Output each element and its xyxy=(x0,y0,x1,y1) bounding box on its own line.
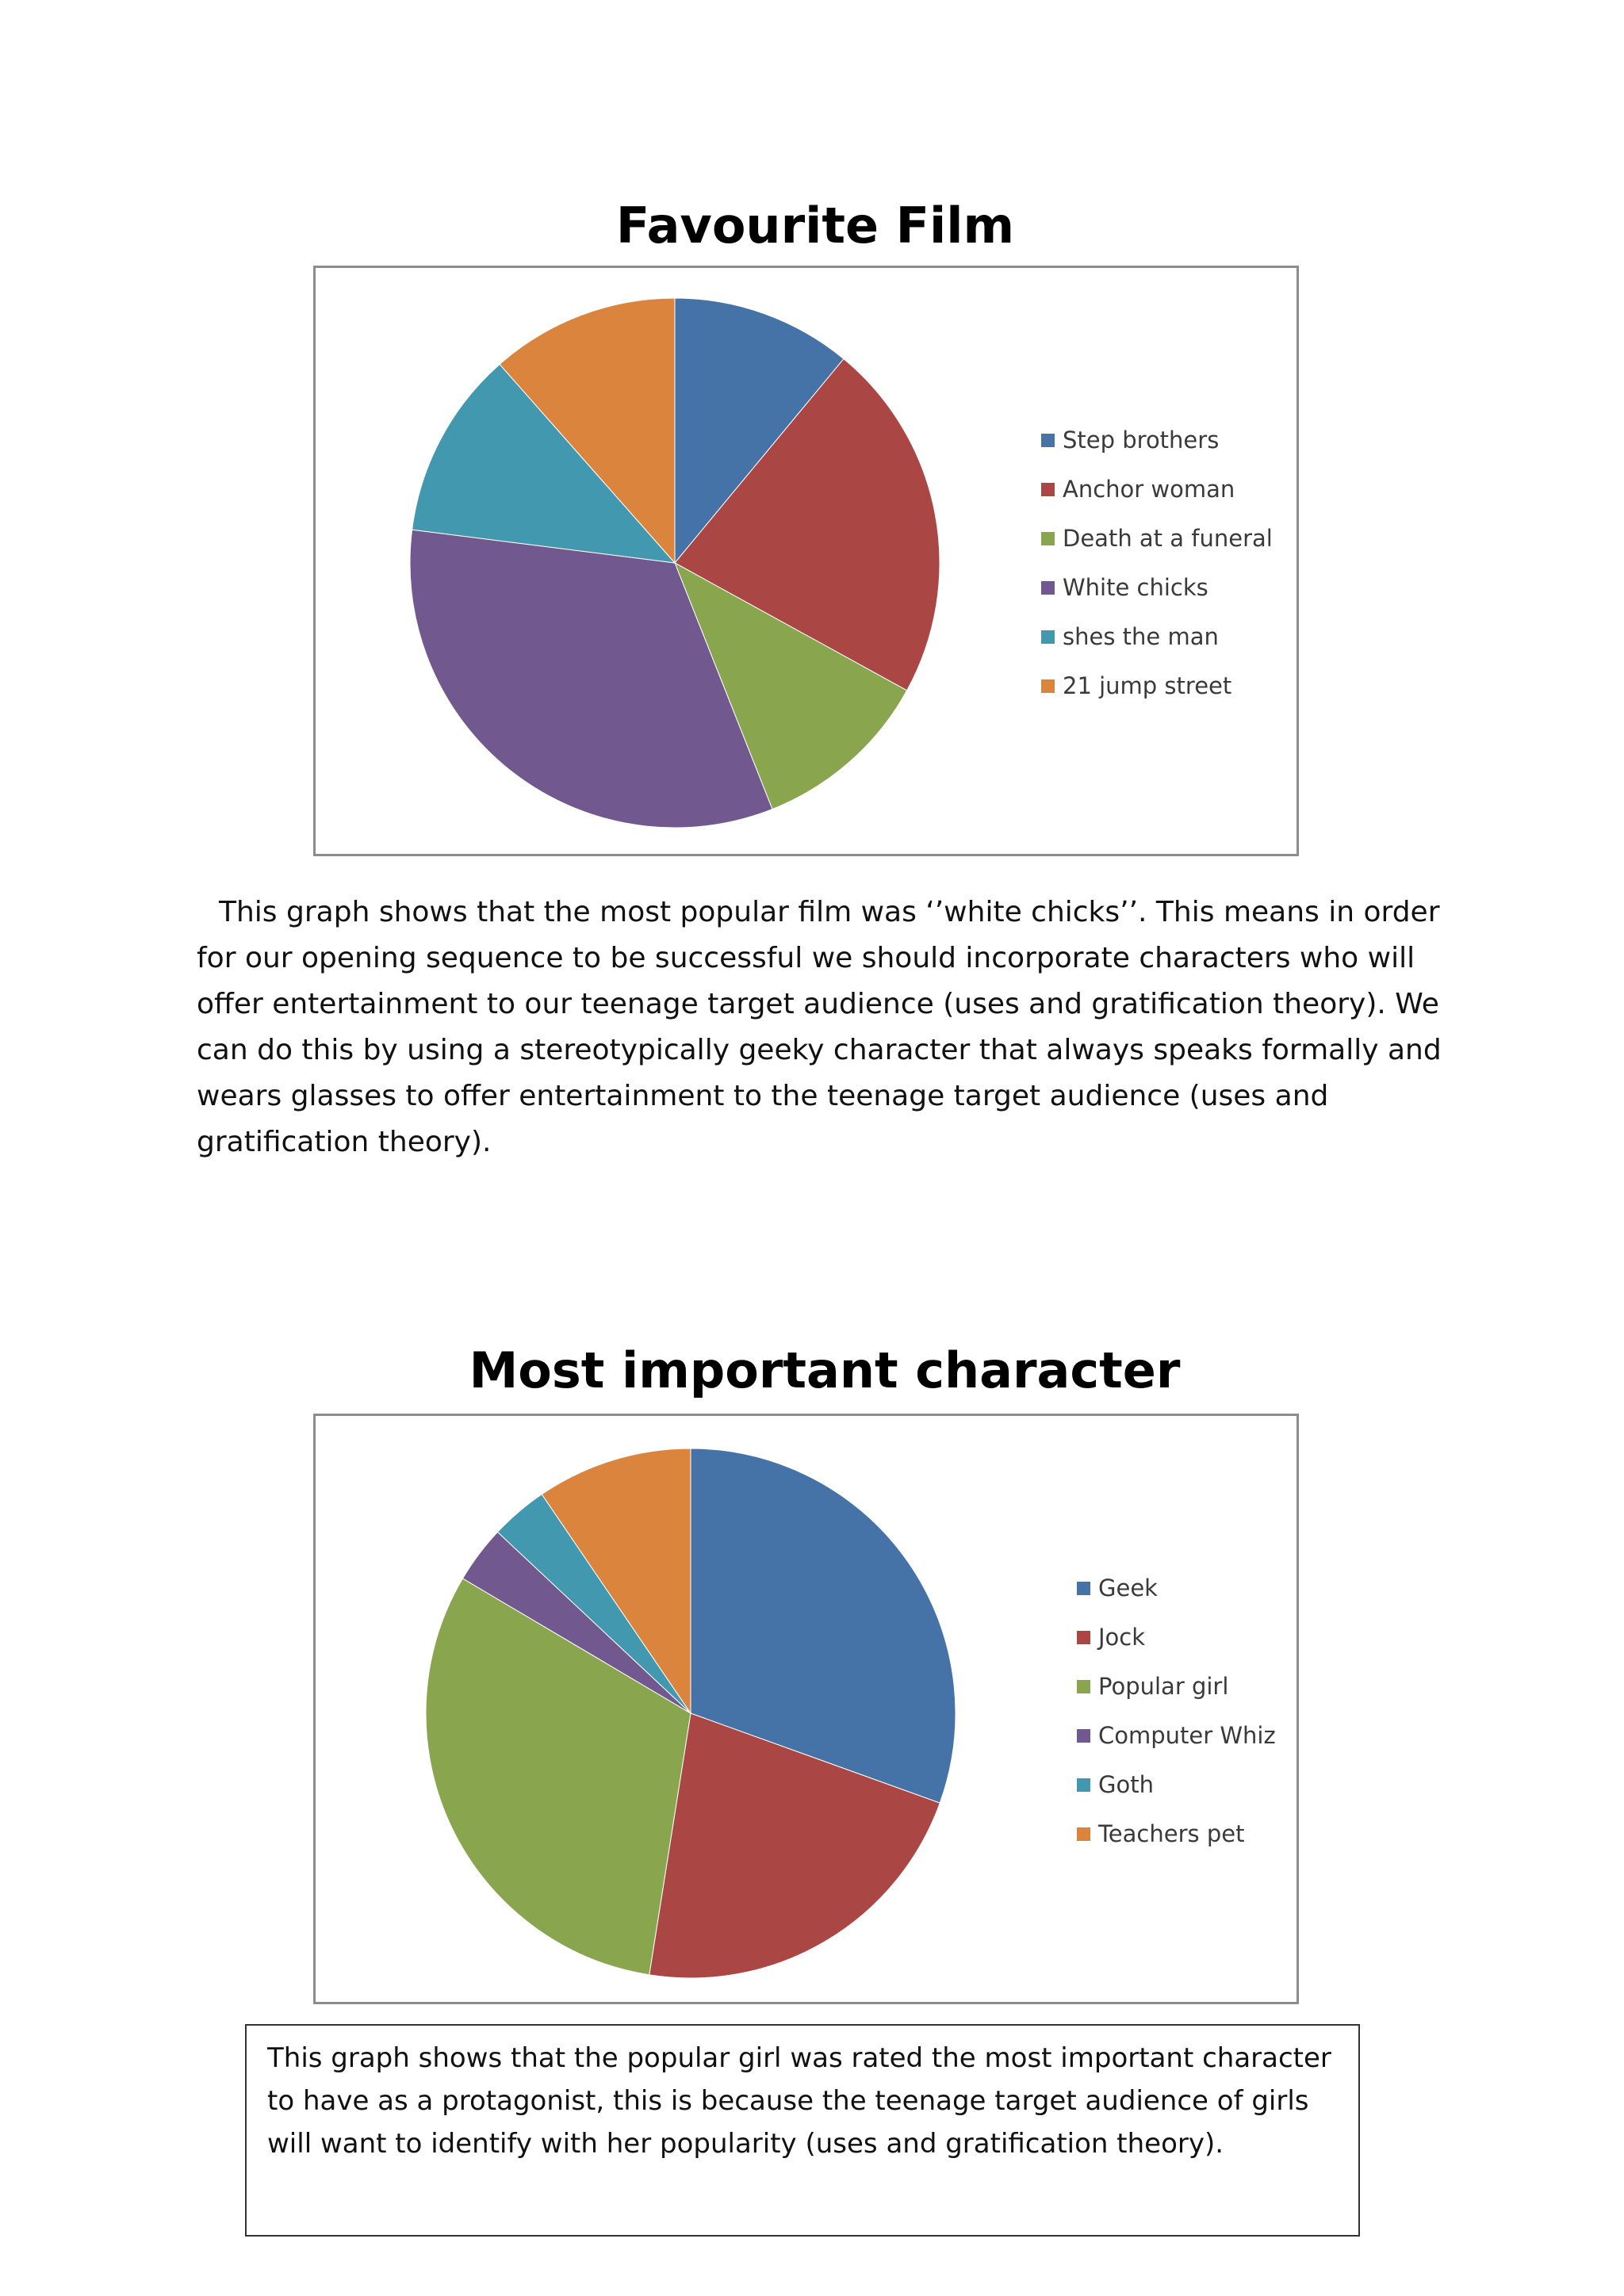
legend-swatch xyxy=(1041,679,1055,693)
legend-label: Death at a funeral xyxy=(1063,525,1273,552)
legend-swatch xyxy=(1077,1679,1090,1693)
legend-swatch xyxy=(1077,1581,1090,1595)
pie-slice-white-chicks xyxy=(409,529,773,828)
legend-item-anchor-woman: Anchor woman xyxy=(1041,465,1273,514)
chart-favourite-film: Step brothers Anchor woman Death at a fune… xyxy=(313,266,1299,856)
legend-swatch xyxy=(1041,629,1055,644)
legend-swatch xyxy=(1077,1728,1090,1743)
legend-label: Goth xyxy=(1098,1771,1154,1798)
legend-label: shes the man xyxy=(1063,623,1219,650)
pie-slice-death-at-a-funeral xyxy=(674,561,908,810)
legend-swatch xyxy=(1041,531,1055,545)
legend-item-computer-whiz: Computer Whiz xyxy=(1077,1711,1276,1760)
pie-slice-21-jump-street xyxy=(499,297,676,564)
legend-swatch xyxy=(1077,1827,1090,1841)
legend-most-important-character: Geek Jock Popular girl Computer Whiz Goth Tea… xyxy=(1077,1563,1276,1858)
pie-svg-favourite-film xyxy=(409,297,940,828)
legend-label: Geek xyxy=(1098,1575,1158,1601)
pie-slice-teachers-pet xyxy=(541,1448,691,1715)
legend-label: 21 jump street xyxy=(1063,672,1232,699)
legend-item-white-chicks: White chicks xyxy=(1041,563,1273,612)
legend-favourite-film: Step brothers Anchor woman Death at a fune… xyxy=(1041,415,1273,710)
legend-label: Anchor woman xyxy=(1063,476,1235,503)
legend-label: Teachers pet xyxy=(1098,1820,1245,1847)
legend-item-geek: Geek xyxy=(1077,1563,1276,1613)
chart-title-most-important-character: Most important character xyxy=(469,1341,1181,1399)
pie-slice-jock xyxy=(649,1712,940,1979)
legend-item-teachers-pet: Teachers pet xyxy=(1077,1809,1276,1858)
paragraph-film-analysis: This graph shows that the most popular f… xyxy=(197,896,1442,1158)
pie-slice-shes-the-man xyxy=(412,363,676,564)
legend-item-goth: Goth xyxy=(1077,1760,1276,1809)
legend-label: Jock xyxy=(1098,1624,1146,1651)
legend-label: White chicks xyxy=(1063,574,1208,601)
legend-swatch xyxy=(1077,1777,1090,1792)
legend-item-21-jump-street: 21 jump street xyxy=(1041,661,1273,710)
legend-swatch xyxy=(1041,433,1055,447)
legend-item-step-brothers: Step brothers xyxy=(1041,415,1273,465)
pie-slice-anchor-woman xyxy=(674,358,940,691)
pie-slice-step-brothers xyxy=(674,297,845,564)
legend-item-jock: Jock xyxy=(1077,1613,1276,1662)
legend-item-popular-girl: Popular girl xyxy=(1077,1662,1276,1711)
chart-title-favourite-film: Favourite Film xyxy=(615,197,1015,254)
pie-slice-geek xyxy=(690,1448,956,1804)
legend-swatch xyxy=(1077,1630,1090,1644)
legend-label: Computer Whiz xyxy=(1098,1722,1276,1749)
legend-label: Popular girl xyxy=(1098,1673,1229,1700)
legend-swatch xyxy=(1041,482,1055,496)
legend-label: Step brothers xyxy=(1063,427,1220,453)
legend-item-shes-the-man: shes the man xyxy=(1041,612,1273,661)
text-box-character-analysis: This graph shows that the popular girl w… xyxy=(245,2024,1360,2237)
legend-swatch xyxy=(1041,580,1055,595)
pie-slice-popular-girl xyxy=(425,1578,691,1976)
legend-item-death-at-a-funeral: Death at a funeral xyxy=(1041,514,1273,563)
chart-most-important-character: Geek Jock Popular girl Computer Whiz Goth Tea… xyxy=(313,1414,1299,2004)
pie-svg-most-important-character xyxy=(425,1448,956,1979)
